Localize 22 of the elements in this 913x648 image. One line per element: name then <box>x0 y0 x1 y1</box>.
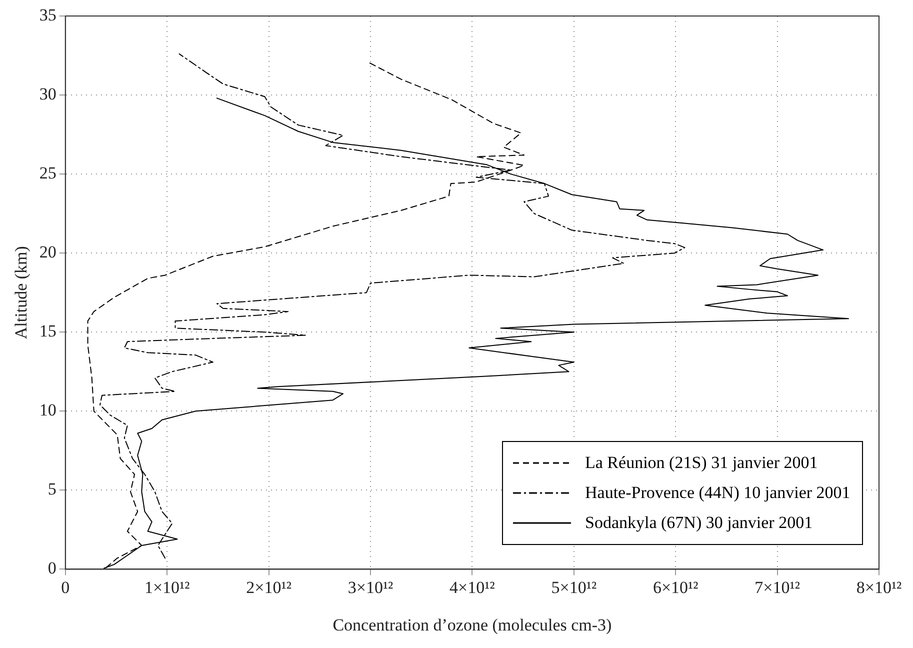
y-tick-label: 35 <box>39 5 56 24</box>
y-tick-label: 30 <box>39 84 56 104</box>
y-tick-label: 0 <box>48 558 56 578</box>
x-tick-label: 4×10¹² <box>450 578 495 597</box>
y-tick-label: 25 <box>39 164 56 183</box>
x-tick-label: 5×10¹² <box>551 578 597 597</box>
y-tick-label: 10 <box>39 400 56 420</box>
x-tick-label: 2×10¹² <box>246 578 292 597</box>
x-tick-label: 8×10¹² <box>856 578 902 597</box>
y-tick-label: 20 <box>39 242 56 262</box>
x-tick-label: 7×10¹² <box>754 578 800 597</box>
x-axis-title: Concentration d’ozone (molecules cm-3) <box>332 615 612 634</box>
y-tick-label: 15 <box>39 322 56 341</box>
y-tick-label: 5 <box>48 480 56 499</box>
x-tick-label: 0 <box>61 578 70 597</box>
legend-label: La Réunion (21S) 31 janvier 2001 <box>585 453 818 474</box>
x-tick-label: 3×10¹² <box>348 578 394 597</box>
legend-label: Haute-Provence (44N) 10 janvier 2001 <box>585 483 850 504</box>
legend-label: Sodankyla (67N) 30 janvier 2001 <box>585 513 813 534</box>
y-axis-title: Altitude (km) <box>12 246 31 340</box>
x-tick-label: 1×10¹² <box>144 578 190 597</box>
x-tick-label: 6×10¹² <box>652 578 698 597</box>
